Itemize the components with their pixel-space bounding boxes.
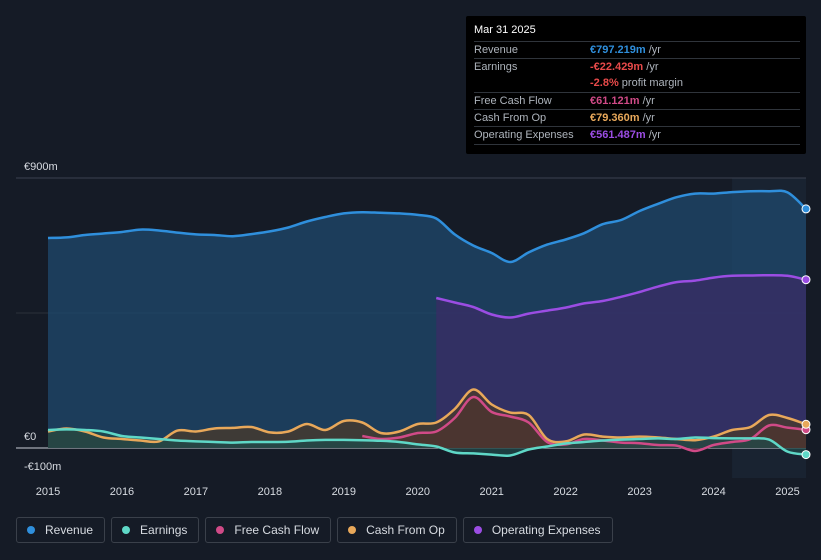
x-tick-label: 2023 [627,486,651,498]
tooltip-value: -2.8% profit margin [590,77,683,89]
legend-dot-icon [473,526,482,534]
tooltip-label: Operating Expenses [474,129,574,141]
legend-item-free-cash-flow[interactable]: Free Cash Flow [205,517,332,543]
tooltip-row: Cash From Op €79.360m /yr [474,109,800,127]
x-axis-labels: 2015 2016 2017 2018 2019 2020 2021 2022 2023 2024… [36,486,800,498]
y-tick-label: €0 [24,431,36,443]
legend-label: Earnings [140,523,188,537]
tooltip-unit: /yr [643,61,659,73]
legend: Revenue Earnings Free Cash Flow Cash From O… [16,517,613,545]
x-tick-label: 2021 [479,486,503,498]
operating-expenses-area [436,275,806,448]
tooltip-unit: /yr [639,112,655,124]
y-tick-label: -€100m [24,461,61,473]
revenue-end-marker [801,204,811,214]
legend-dot-icon [27,526,35,534]
legend-item-revenue[interactable]: Revenue [16,517,106,543]
tooltip-value: €561.487m /yr [590,129,661,141]
tooltip-row: Free Cash Flow €61.121m /yr [474,92,800,110]
legend-dot-icon [216,526,225,534]
legend-dot-icon [122,526,131,534]
tooltip-label: Free Cash Flow [474,95,552,107]
series-lines [47,189,807,458]
legend-label: Operating Expenses [491,523,601,537]
legend-dot-icon [348,526,357,534]
y-axis-labels: €900m €0 -€100m [24,161,61,473]
tooltip-unit: profit margin [618,77,683,89]
earnings-line[interactable] [47,428,807,458]
legend-label: Cash From Op [366,523,445,537]
x-tick-label: 2020 [406,486,430,498]
tooltip-row: -2.8% profit margin [474,75,800,92]
legend-item-operating-expenses[interactable]: Operating Expenses [462,517,613,543]
revenue-line[interactable] [47,189,807,264]
x-tick-label: 2024 [701,486,725,498]
tooltip-value: -€22.429m /yr [590,61,659,73]
tooltip-row: Operating Expenses €561.487m /yr [474,126,800,144]
operating-expenses-end-marker [801,275,811,285]
x-tick-label: 2015 [36,486,60,498]
tooltip-row: Revenue €797.219m /yr [474,41,800,59]
tooltip-label: Revenue [474,44,519,56]
free-cash-flow-line[interactable] [362,395,807,453]
tooltip-row: Earnings -€22.429m /yr [474,58,800,76]
tooltip-value: €61.121m /yr [590,95,655,107]
x-tick-label: 2017 [184,486,208,498]
cash-from-op-area [48,389,806,448]
legend-label: Revenue [45,523,94,537]
series-end-markers [801,204,811,460]
x-tick-label: 2022 [553,486,577,498]
tooltip-divider [474,144,800,145]
tooltip-label: Cash From Op [474,112,547,124]
tooltip-label: Earnings [474,61,518,73]
tooltip-unit: /yr [645,129,661,141]
tooltip-value: €79.360m /yr [590,112,655,124]
x-tick-label: 2025 [775,486,799,498]
legend-item-earnings[interactable]: Earnings [111,517,200,543]
series-areas [48,190,806,456]
earnings-end-marker [801,450,811,460]
y-tick-label: €900m [24,161,58,173]
tooltip-unit: /yr [639,95,655,107]
x-tick-label: 2018 [258,486,282,498]
legend-item-cash-from-op[interactable]: Cash From Op [337,517,457,543]
legend-label: Free Cash Flow [234,523,320,537]
x-tick-label: 2019 [332,486,356,498]
operating-expenses-line[interactable] [435,273,807,319]
tooltip-value: €797.219m /yr [590,44,661,56]
x-tick-label: 2016 [110,486,134,498]
tooltip-date: Mar 31 2025 [474,24,536,36]
tooltip: Mar 31 2025 Revenue €797.219m /yr Earnings… [466,16,806,154]
cash-from-op-end-marker [801,419,811,429]
tooltip-unit: /yr [645,44,661,56]
